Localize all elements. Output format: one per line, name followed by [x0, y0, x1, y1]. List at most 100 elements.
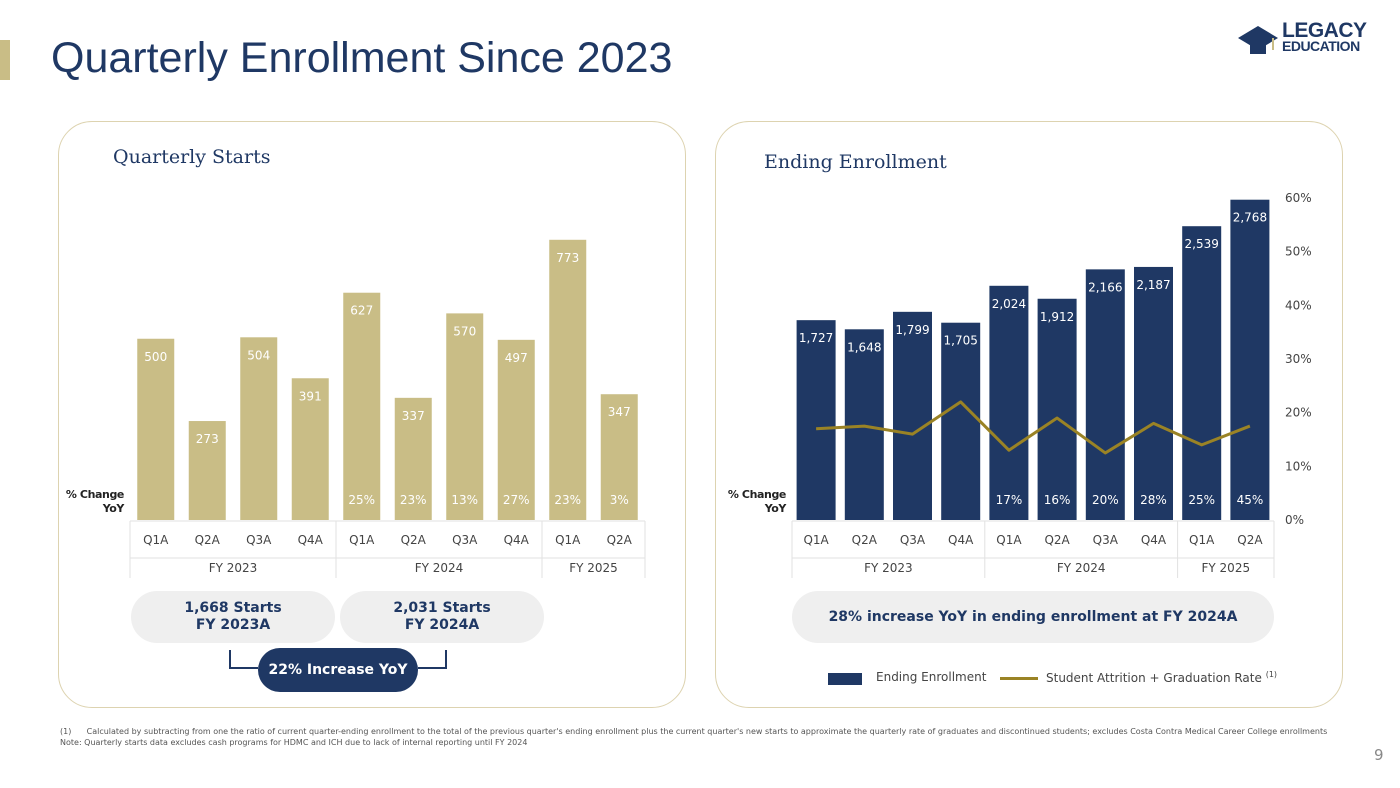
secondary-axis-tick: 60% [1285, 191, 1312, 205]
x-tick-label: Q2A [195, 533, 221, 547]
x-tick-label: Q1A [996, 533, 1022, 547]
bar [1230, 199, 1270, 520]
bar-value-label: 504 [247, 348, 270, 362]
x-tick-label: Q2A [401, 533, 427, 547]
bar [394, 397, 432, 520]
pct-change-label: 13% [451, 493, 478, 507]
increase-yoy-badge: 22% Increase YoY [258, 648, 418, 692]
fy2024-starts-value: 2,031 Starts [393, 600, 491, 616]
quarterly-starts-chart: 500 Q1A 273 Q2A 504 Q3A 391 Q4A 627 25% Q1A 337 23% Q… [66, 239, 646, 578]
pct-change-label: 23% [400, 493, 427, 507]
pct-change-label: 23% [554, 493, 581, 507]
secondary-axis-tick: 50% [1285, 245, 1312, 259]
bar [1182, 226, 1222, 521]
bar [941, 322, 981, 520]
x-tick-label: Q2A [1237, 533, 1263, 547]
bar [989, 285, 1029, 520]
bar [1085, 269, 1125, 520]
fy2023-starts-value: 1,668 Starts [184, 600, 282, 616]
fiscal-year-label: FY 2024 [1057, 561, 1106, 575]
bar-value-label: 627 [350, 304, 373, 318]
bar [600, 394, 638, 520]
x-tick-label: Q4A [504, 533, 530, 547]
bar [240, 337, 278, 520]
legend-bar-swatch [828, 673, 862, 685]
legend-line-label: Student Attrition + Graduation Rate (1) [1046, 670, 1277, 685]
bar [893, 311, 932, 520]
bar-value-label: 1,727 [799, 331, 833, 345]
ending-enrollment-summary: 28% increase YoY in ending enrollment at… [792, 591, 1274, 643]
footnote-1: (1) Calculated by subtracting from one t… [60, 727, 1327, 736]
bar [1037, 298, 1077, 520]
bar-value-label: 391 [299, 389, 322, 403]
graduation-cap-icon [1238, 26, 1278, 54]
pct-change-label: 3% [610, 493, 629, 507]
ending-enrollment-summary-text: 28% increase YoY in ending enrollment at… [828, 608, 1238, 625]
bar-value-label: 1,648 [847, 340, 881, 354]
pct-change-label: 25% [348, 493, 375, 507]
x-tick-label: Q4A [1141, 533, 1167, 547]
x-tick-label: Q3A [900, 533, 926, 547]
bar [188, 421, 226, 520]
pct-change-label: 27% [503, 493, 530, 507]
fiscal-year-label: FY 2023 [209, 561, 258, 575]
pct-change-axis-label: YoY [102, 502, 126, 515]
bar-value-label: 570 [453, 324, 476, 338]
bar-value-label: 347 [608, 405, 631, 419]
fy2024-label: FY 2024A [404, 617, 480, 633]
bar-value-label: 337 [402, 409, 425, 423]
legend-bars-label: Ending Enrollment [876, 670, 987, 684]
x-tick-label: Q1A [803, 533, 829, 547]
logo-line-2: EDUCATION [1282, 38, 1360, 54]
footnote-2: Note: Quarterly starts data excludes cas… [60, 738, 528, 747]
legend-line-text: Student Attrition + Graduation Rate [1046, 671, 1262, 685]
bar [1134, 266, 1173, 520]
fiscal-year-label: FY 2023 [864, 561, 913, 575]
pct-change-label: 25% [1188, 493, 1215, 507]
logo-line-1: LEGACY [1282, 19, 1367, 42]
x-tick-label: Q3A [452, 533, 478, 547]
bar-value-label: 1,912 [1040, 310, 1074, 324]
bar [549, 239, 587, 520]
page-number: 9 [1374, 746, 1384, 764]
secondary-axis-tick: 20% [1285, 406, 1312, 420]
secondary-axis-tick: 30% [1285, 352, 1312, 366]
ending-enrollment-title: Ending Enrollment [764, 151, 947, 173]
pct-change-label: 16% [1044, 493, 1071, 507]
secondary-axis-tick: 0% [1285, 513, 1304, 527]
bar-value-label: 2,024 [992, 297, 1026, 311]
fiscal-year-label: FY 2024 [415, 561, 464, 575]
bar-value-label: 773 [556, 251, 579, 265]
x-tick-label: Q1A [143, 533, 169, 547]
pct-change-label: 17% [996, 493, 1023, 507]
fiscal-year-label: FY 2025 [569, 561, 618, 575]
x-tick-label: Q2A [852, 533, 878, 547]
bar-value-label: 1,705 [944, 334, 978, 348]
secondary-axis-tick: 40% [1285, 298, 1312, 312]
bar [343, 292, 381, 520]
secondary-axis-tick: 10% [1285, 459, 1312, 473]
x-tick-label: Q1A [1189, 533, 1215, 547]
pct-change-axis-label: % Change [728, 488, 786, 501]
fy2023-starts-summary: 1,668 Starts FY 2023A [131, 591, 335, 643]
bar-value-label: 2,768 [1233, 211, 1267, 225]
bar-value-label: 2,539 [1185, 237, 1219, 251]
bar-value-label: 1,799 [895, 323, 929, 337]
quarterly-starts-title: Quarterly Starts [113, 146, 270, 168]
legend-line-footnote-ref: (1) [1265, 670, 1278, 679]
bar [446, 313, 484, 520]
legacy-education-logo: LEGACY EDUCATION [1236, 20, 1376, 60]
x-tick-label: Q1A [349, 533, 375, 547]
fy2023-label: FY 2023A [195, 617, 271, 633]
bar-value-label: 273 [196, 432, 219, 446]
page-title: Quarterly Enrollment Since 2023 [51, 34, 673, 82]
ending-enrollment-chart: 1,727 Q1A 1,648 Q2A 1,799 Q3A 1,705 Q4A 2,024 17%… [728, 191, 1312, 578]
pct-change-label: 20% [1092, 493, 1119, 507]
fy2024-starts-summary: 2,031 Starts FY 2024A [340, 591, 544, 643]
pct-change-axis-label: YoY [764, 502, 788, 515]
x-tick-label: Q2A [1044, 533, 1070, 547]
pct-change-label: 28% [1140, 493, 1167, 507]
pct-change-axis-label: % Change [66, 488, 124, 501]
